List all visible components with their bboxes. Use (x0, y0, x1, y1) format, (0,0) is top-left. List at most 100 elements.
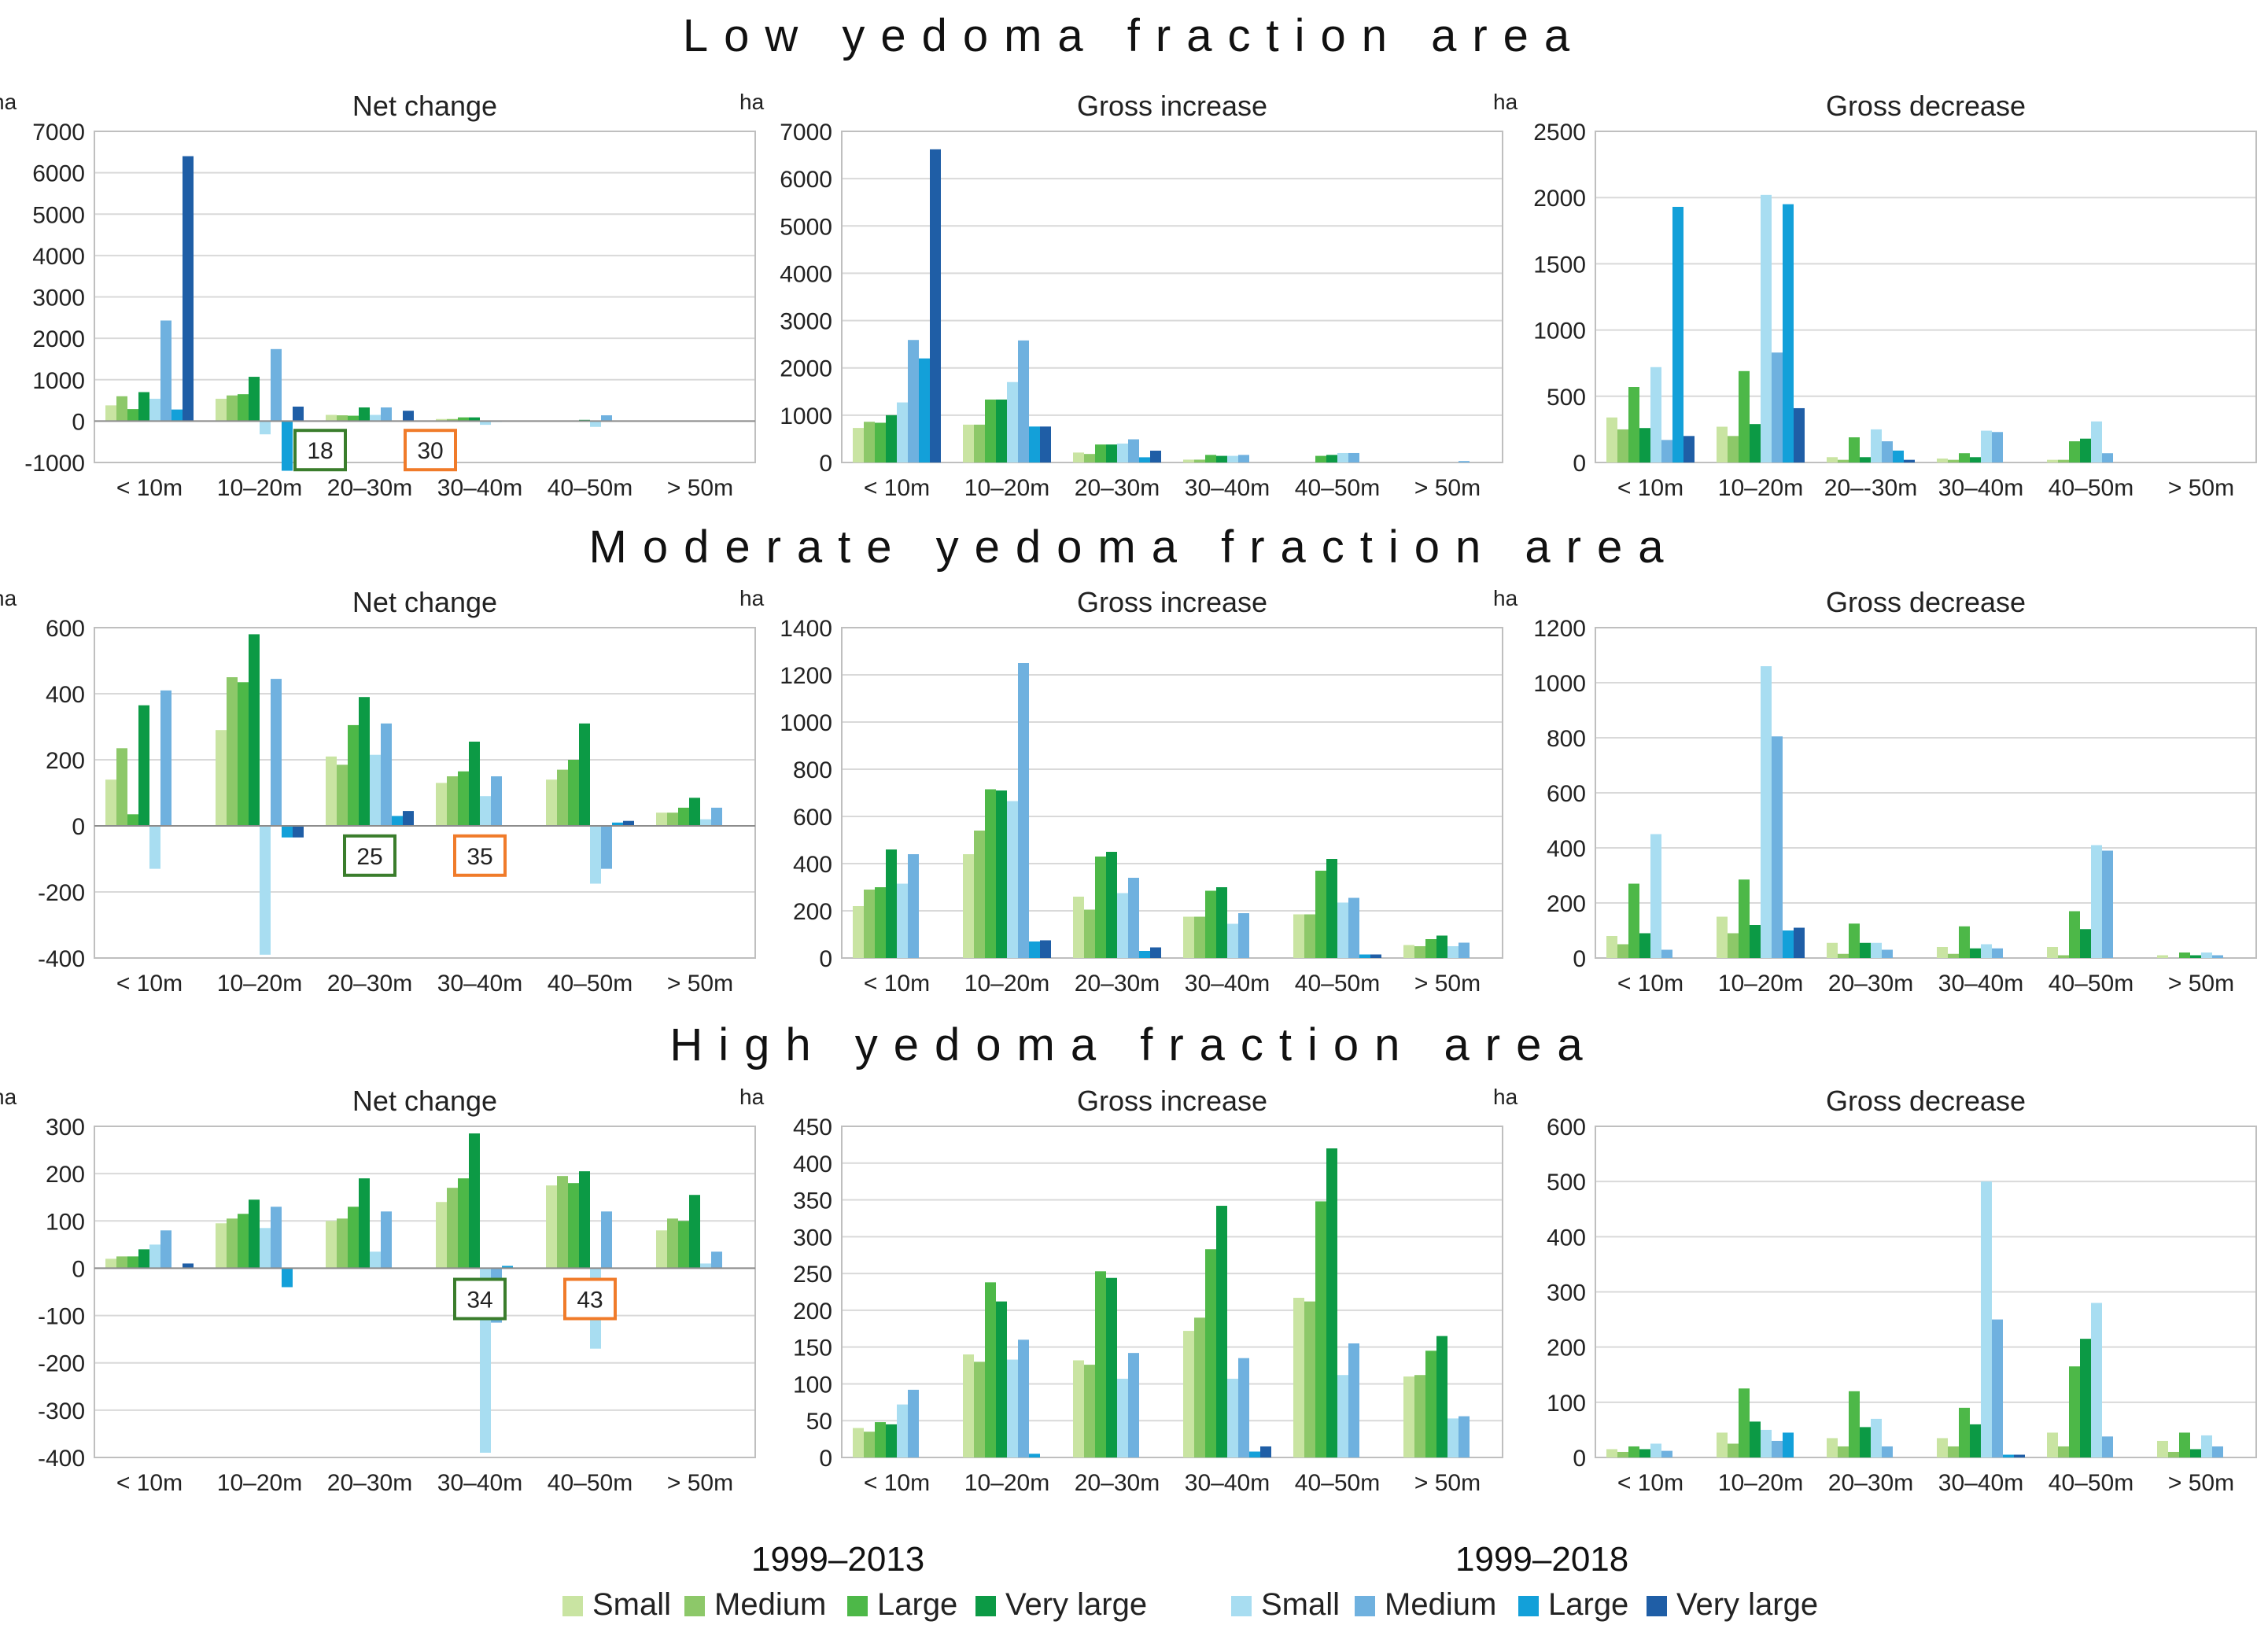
bar (1761, 666, 1772, 958)
x-tick-label: 30–40m (437, 1470, 522, 1496)
bar (1370, 954, 1381, 958)
bar (227, 677, 238, 826)
x-tick-label: 10–20m (217, 475, 302, 501)
bar (985, 400, 996, 462)
bar (105, 1258, 116, 1269)
bar (127, 814, 138, 826)
legend-label: Very large (1005, 1587, 1148, 1622)
bar (1772, 736, 1783, 958)
bar (1882, 1446, 1893, 1457)
bar (1728, 933, 1739, 958)
bar (216, 730, 227, 826)
annotation-box (453, 1277, 507, 1321)
bar (1117, 443, 1128, 462)
x-tick-label: < 10m (1617, 971, 1683, 997)
bar (1183, 459, 1194, 462)
bar (138, 705, 149, 826)
bar (853, 906, 864, 958)
bar (1359, 954, 1370, 958)
x-tick-label: > 50m (2168, 475, 2234, 501)
bar (1683, 436, 1695, 462)
bar (689, 798, 700, 826)
bar (238, 394, 249, 422)
bar (1981, 1181, 1992, 1457)
legend-swatch (562, 1596, 583, 1616)
x-tick-label: 30–40m (1185, 1470, 1270, 1496)
annotation-box (404, 429, 457, 472)
bar (1238, 1358, 1249, 1457)
bar (183, 156, 194, 422)
bar (2080, 438, 2091, 462)
x-tick-label: 30–40m (1938, 971, 2023, 997)
bar (1029, 941, 1040, 958)
x-tick-label: 20–30m (1075, 971, 1160, 997)
bar (282, 1268, 293, 1288)
y-tick-label: 0 (1573, 451, 1586, 477)
x-tick-label: 10–20m (217, 1470, 302, 1496)
bar (2069, 1366, 2080, 1457)
bar (238, 1214, 249, 1269)
bar (1783, 1432, 1794, 1457)
bar (853, 428, 864, 462)
x-tick-label: 30–40m (1938, 1470, 2023, 1496)
bar (1893, 450, 1904, 462)
bar (897, 1404, 908, 1457)
bar (1040, 426, 1051, 462)
bar (370, 1251, 381, 1269)
legend-item: Medium (1355, 1587, 1496, 1623)
bar (678, 807, 689, 826)
bar (2058, 459, 2069, 462)
bar (1018, 340, 1029, 462)
y-tick-label: 6000 (780, 167, 832, 193)
bar (337, 1218, 348, 1269)
bar (1128, 878, 1139, 958)
y-tick-label: 450 (793, 1115, 832, 1140)
bar (1007, 381, 1018, 462)
x-tick-label: < 10m (864, 971, 930, 997)
x-tick-label: > 50m (667, 475, 733, 501)
bar (1459, 942, 1470, 958)
x-tick-label: 30–40m (437, 475, 522, 501)
y-tick-label: 600 (46, 616, 85, 642)
bar (1772, 352, 1783, 462)
bar (1838, 953, 1849, 958)
annotation-box (293, 429, 347, 472)
y-tick-label: 150 (793, 1336, 832, 1361)
bar (1882, 949, 1893, 958)
bar (886, 415, 897, 462)
bar (1739, 1388, 1750, 1457)
y-axis-unit: ha (1493, 90, 1518, 114)
x-tick-label: 10–20m (964, 971, 1049, 997)
legend-swatch (684, 1596, 705, 1616)
bar (447, 776, 458, 826)
bar (1838, 459, 1849, 462)
bar (326, 756, 337, 826)
bar (116, 1256, 127, 1269)
x-tick-label: 40–50m (1295, 1470, 1380, 1496)
legend-label: Large (1548, 1587, 1629, 1622)
chart-panel: 0 50 100 150 200 250 300 350 400 450 ha Gross incre… (739, 1085, 1503, 1496)
y-tick-label: 350 (793, 1188, 832, 1214)
bar (447, 418, 458, 422)
bar (1425, 1350, 1436, 1457)
bar (2201, 952, 2212, 958)
bar (1617, 944, 1628, 958)
bar (381, 407, 392, 422)
bar (1128, 439, 1139, 462)
bar (1661, 440, 1672, 462)
bar (1095, 444, 1106, 462)
bar (1436, 935, 1447, 958)
x-tick-label: 20–30m (1828, 971, 1913, 997)
chart-title: Gross decrease (1826, 1085, 2026, 1117)
bar (1750, 1421, 1761, 1457)
bar (1739, 879, 1750, 958)
chart-title: Gross increase (1077, 1085, 1267, 1117)
x-tick-label: < 10m (1617, 475, 1683, 501)
x-tick-label: 10–20m (1718, 475, 1803, 501)
chart-title: Gross decrease (1826, 90, 2026, 122)
x-tick-label: < 10m (1617, 1470, 1683, 1496)
bar (1084, 1365, 1095, 1457)
y-tick-label: 200 (46, 1162, 85, 1188)
bar (1315, 871, 1326, 958)
y-tick-label: 100 (793, 1372, 832, 1398)
